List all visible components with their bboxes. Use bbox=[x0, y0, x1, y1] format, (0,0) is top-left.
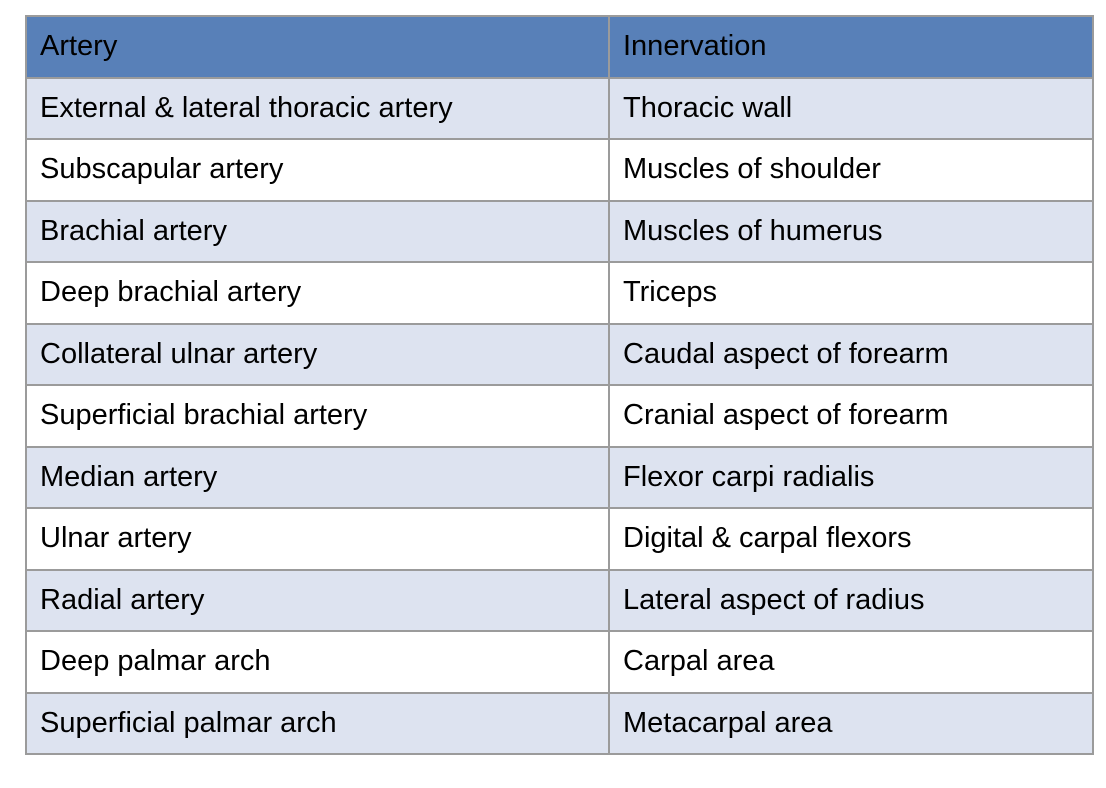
table-row: Superficial palmar arch Metacarpal area bbox=[25, 691, 1094, 755]
innervation-cell: Triceps bbox=[608, 261, 1094, 325]
innervation-cell: Caudal aspect of forearm bbox=[608, 322, 1094, 386]
innervation-cell: Thoracic wall bbox=[608, 76, 1094, 140]
table-row: Deep brachial artery Triceps bbox=[25, 261, 1094, 325]
artery-cell: External & lateral thoracic artery bbox=[25, 76, 610, 140]
innervation-cell: Muscles of humerus bbox=[608, 199, 1094, 263]
table-container: Artery Innervation External & lateral th… bbox=[25, 15, 1094, 755]
innervation-cell: Digital & carpal flexors bbox=[608, 507, 1094, 571]
column-header-innervation: Innervation bbox=[608, 15, 1094, 79]
artery-cell: Collateral ulnar artery bbox=[25, 322, 610, 386]
artery-cell: Ulnar artery bbox=[25, 507, 610, 571]
artery-cell: Superficial palmar arch bbox=[25, 691, 610, 755]
artery-cell: Brachial artery bbox=[25, 199, 610, 263]
column-header-artery: Artery bbox=[25, 15, 610, 79]
table-row: Collateral ulnar artery Caudal aspect of… bbox=[25, 322, 1094, 386]
innervation-cell: Flexor carpi radialis bbox=[608, 445, 1094, 509]
innervation-cell: Lateral aspect of radius bbox=[608, 568, 1094, 632]
innervation-cell: Metacarpal area bbox=[608, 691, 1094, 755]
table-row: Deep palmar arch Carpal area bbox=[25, 630, 1094, 694]
innervation-cell: Cranial aspect of forearm bbox=[608, 384, 1094, 448]
artery-cell: Deep brachial artery bbox=[25, 261, 610, 325]
innervation-cell: Carpal area bbox=[608, 630, 1094, 694]
table-row: External & lateral thoracic artery Thora… bbox=[25, 76, 1094, 140]
table-row: Radial artery Lateral aspect of radius bbox=[25, 568, 1094, 632]
table-header-row: Artery Innervation bbox=[25, 15, 1094, 79]
artery-cell: Median artery bbox=[25, 445, 610, 509]
innervation-cell: Muscles of shoulder bbox=[608, 138, 1094, 202]
artery-innervation-table: Artery Innervation External & lateral th… bbox=[25, 15, 1094, 755]
table-row: Superficial brachial artery Cranial aspe… bbox=[25, 384, 1094, 448]
artery-cell: Superficial brachial artery bbox=[25, 384, 610, 448]
table-row: Median artery Flexor carpi radialis bbox=[25, 445, 1094, 509]
artery-cell: Radial artery bbox=[25, 568, 610, 632]
table-row: Ulnar artery Digital & carpal flexors bbox=[25, 507, 1094, 571]
table-row: Brachial artery Muscles of humerus bbox=[25, 199, 1094, 263]
table-row: Subscapular artery Muscles of shoulder bbox=[25, 138, 1094, 202]
artery-cell: Subscapular artery bbox=[25, 138, 610, 202]
artery-cell: Deep palmar arch bbox=[25, 630, 610, 694]
